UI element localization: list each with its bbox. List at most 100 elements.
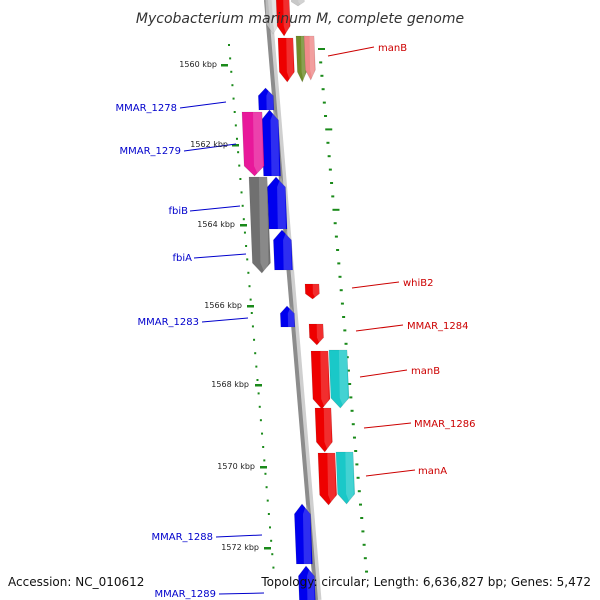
tick-mark — [266, 499, 269, 502]
tick-mark — [251, 325, 254, 328]
tick-mark — [330, 182, 334, 184]
gene-feature-mana-sheen — [327, 453, 336, 505]
gene-label-fbia[interactable]: fbiA — [173, 253, 193, 264]
gene-label-mmar-1286[interactable]: MMAR_1286 — [414, 419, 476, 430]
tick-mark — [229, 57, 232, 60]
gene-label-mmar-1278[interactable]: MMAR_1278 — [116, 103, 178, 114]
gene-feature-mmar-1278-sheen — [266, 88, 274, 110]
label-leader-right — [359, 369, 408, 378]
tick-mark — [365, 570, 369, 573]
tick-mark — [328, 168, 332, 171]
label-leader-lines — [179, 46, 416, 595]
gene-feature-mana-cyan — [335, 451, 355, 505]
gene-feature-manb-cyan — [328, 349, 350, 409]
gene-feature-mmar-1289-sheen — [306, 566, 315, 600]
gene-feature-mmar-1284-sheen — [316, 324, 324, 345]
gene-feature-mmar-1286 — [314, 407, 333, 453]
gene-feature-fbib-gray-sheen — [258, 177, 269, 273]
label-leader-left — [179, 101, 227, 109]
tick-mark — [228, 44, 230, 46]
gene-features-layer — [241, 0, 355, 600]
tick-mark — [348, 383, 352, 385]
kbp-label-1570: 1570 kbp — [217, 462, 255, 471]
gene-feature-fbia-sheen — [283, 230, 292, 270]
label-leader-left — [189, 205, 241, 212]
gene-label-fbib[interactable]: fbiB — [168, 206, 188, 217]
gene-feature-manb-sheen — [320, 351, 329, 409]
tick-mark — [327, 155, 331, 158]
tick-mark — [231, 84, 234, 87]
gene-feature-mmar-1278 — [258, 87, 275, 111]
gene-label-mmar-1279[interactable]: MMAR_1279 — [120, 146, 182, 157]
gene-feature-olive — [295, 35, 307, 83]
gene-feature-mmar-1283-sheen — [287, 306, 295, 327]
label-leader-right — [365, 469, 416, 477]
tick-mark — [360, 517, 364, 519]
tick-mark — [354, 450, 358, 452]
tick-mark — [248, 285, 251, 288]
gene-label-mmar-1283[interactable]: MMAR_1283 — [138, 317, 200, 328]
gene-label-mana[interactable]: manA — [418, 466, 447, 477]
gene-label-manb[interactable]: manB — [411, 366, 440, 377]
gene-label-manb-top[interactable]: manB — [378, 43, 407, 54]
tick-mark — [250, 312, 253, 314]
gene-feature-mmar-1286-sheen — [323, 408, 332, 452]
tick-mark — [337, 262, 341, 265]
tick-mark — [257, 392, 260, 395]
tick-mark — [253, 338, 256, 341]
kbp-label-1562: 1562 kbp — [190, 140, 228, 149]
gene-label-mmar-1288[interactable]: MMAR_1288 — [152, 532, 214, 543]
backbone-line — [264, 0, 318, 600]
gene-faded-top-gray-sheen — [298, 0, 305, 6]
gene-label-mmar-1289[interactable]: MMAR_1289 — [155, 589, 217, 600]
tick-mark — [245, 245, 248, 247]
tick-mark — [352, 436, 356, 439]
map-title: Mycobacterium marinum M, complete genome — [136, 11, 464, 27]
gene-feature-mana-cyan-sheen — [345, 452, 354, 504]
tick-mark — [336, 249, 340, 251]
label-leader-left — [218, 592, 265, 595]
tick-mark — [255, 365, 258, 368]
major-tick-mark — [264, 547, 271, 550]
tick-mark — [334, 235, 338, 238]
tick-mark — [243, 231, 246, 234]
tick-mark — [319, 61, 323, 64]
label-leader-right — [327, 46, 375, 57]
gene-faded-top-left — [264, 0, 280, 35]
gene-label-whib2[interactable]: whiB2 — [403, 278, 434, 289]
tick-mark — [238, 164, 241, 167]
tick-mark — [269, 526, 272, 529]
gene-feature-mmar-1284 — [308, 323, 324, 346]
tick-mark — [271, 553, 274, 556]
minor-tick-layer — [221, 44, 369, 573]
tick-mark — [339, 289, 343, 292]
gene-label-mmar-1284[interactable]: MMAR_1284 — [407, 321, 469, 332]
tick-mark — [355, 463, 359, 466]
tick-mark — [351, 423, 355, 426]
tick-mark — [247, 271, 250, 274]
tick-mark — [249, 298, 252, 301]
tick-mark — [326, 141, 330, 144]
gene-feature-mmar-1283 — [279, 305, 296, 328]
tick-mark — [239, 178, 242, 180]
gene-feature-mmar-1279-sheen — [270, 110, 280, 176]
gene-feature-mmar-1289 — [298, 565, 316, 600]
tick-mark — [338, 275, 342, 278]
label-leader-left — [201, 317, 249, 323]
tick-mark — [340, 302, 344, 305]
tick-mark — [322, 101, 326, 104]
tick-mark — [262, 446, 265, 448]
tick-mark — [264, 472, 267, 475]
genome-backbone — [264, 0, 322, 600]
tick-mark — [331, 195, 335, 198]
tick-mark — [258, 405, 261, 408]
tick-mark — [254, 352, 257, 355]
tick-mark — [362, 543, 366, 546]
gene-feature-mmar-1288-sheen — [302, 504, 312, 564]
label-leader-left — [215, 534, 263, 538]
tick-mark — [272, 566, 275, 569]
tick-mark — [320, 74, 324, 77]
tick-mark — [233, 111, 236, 113]
